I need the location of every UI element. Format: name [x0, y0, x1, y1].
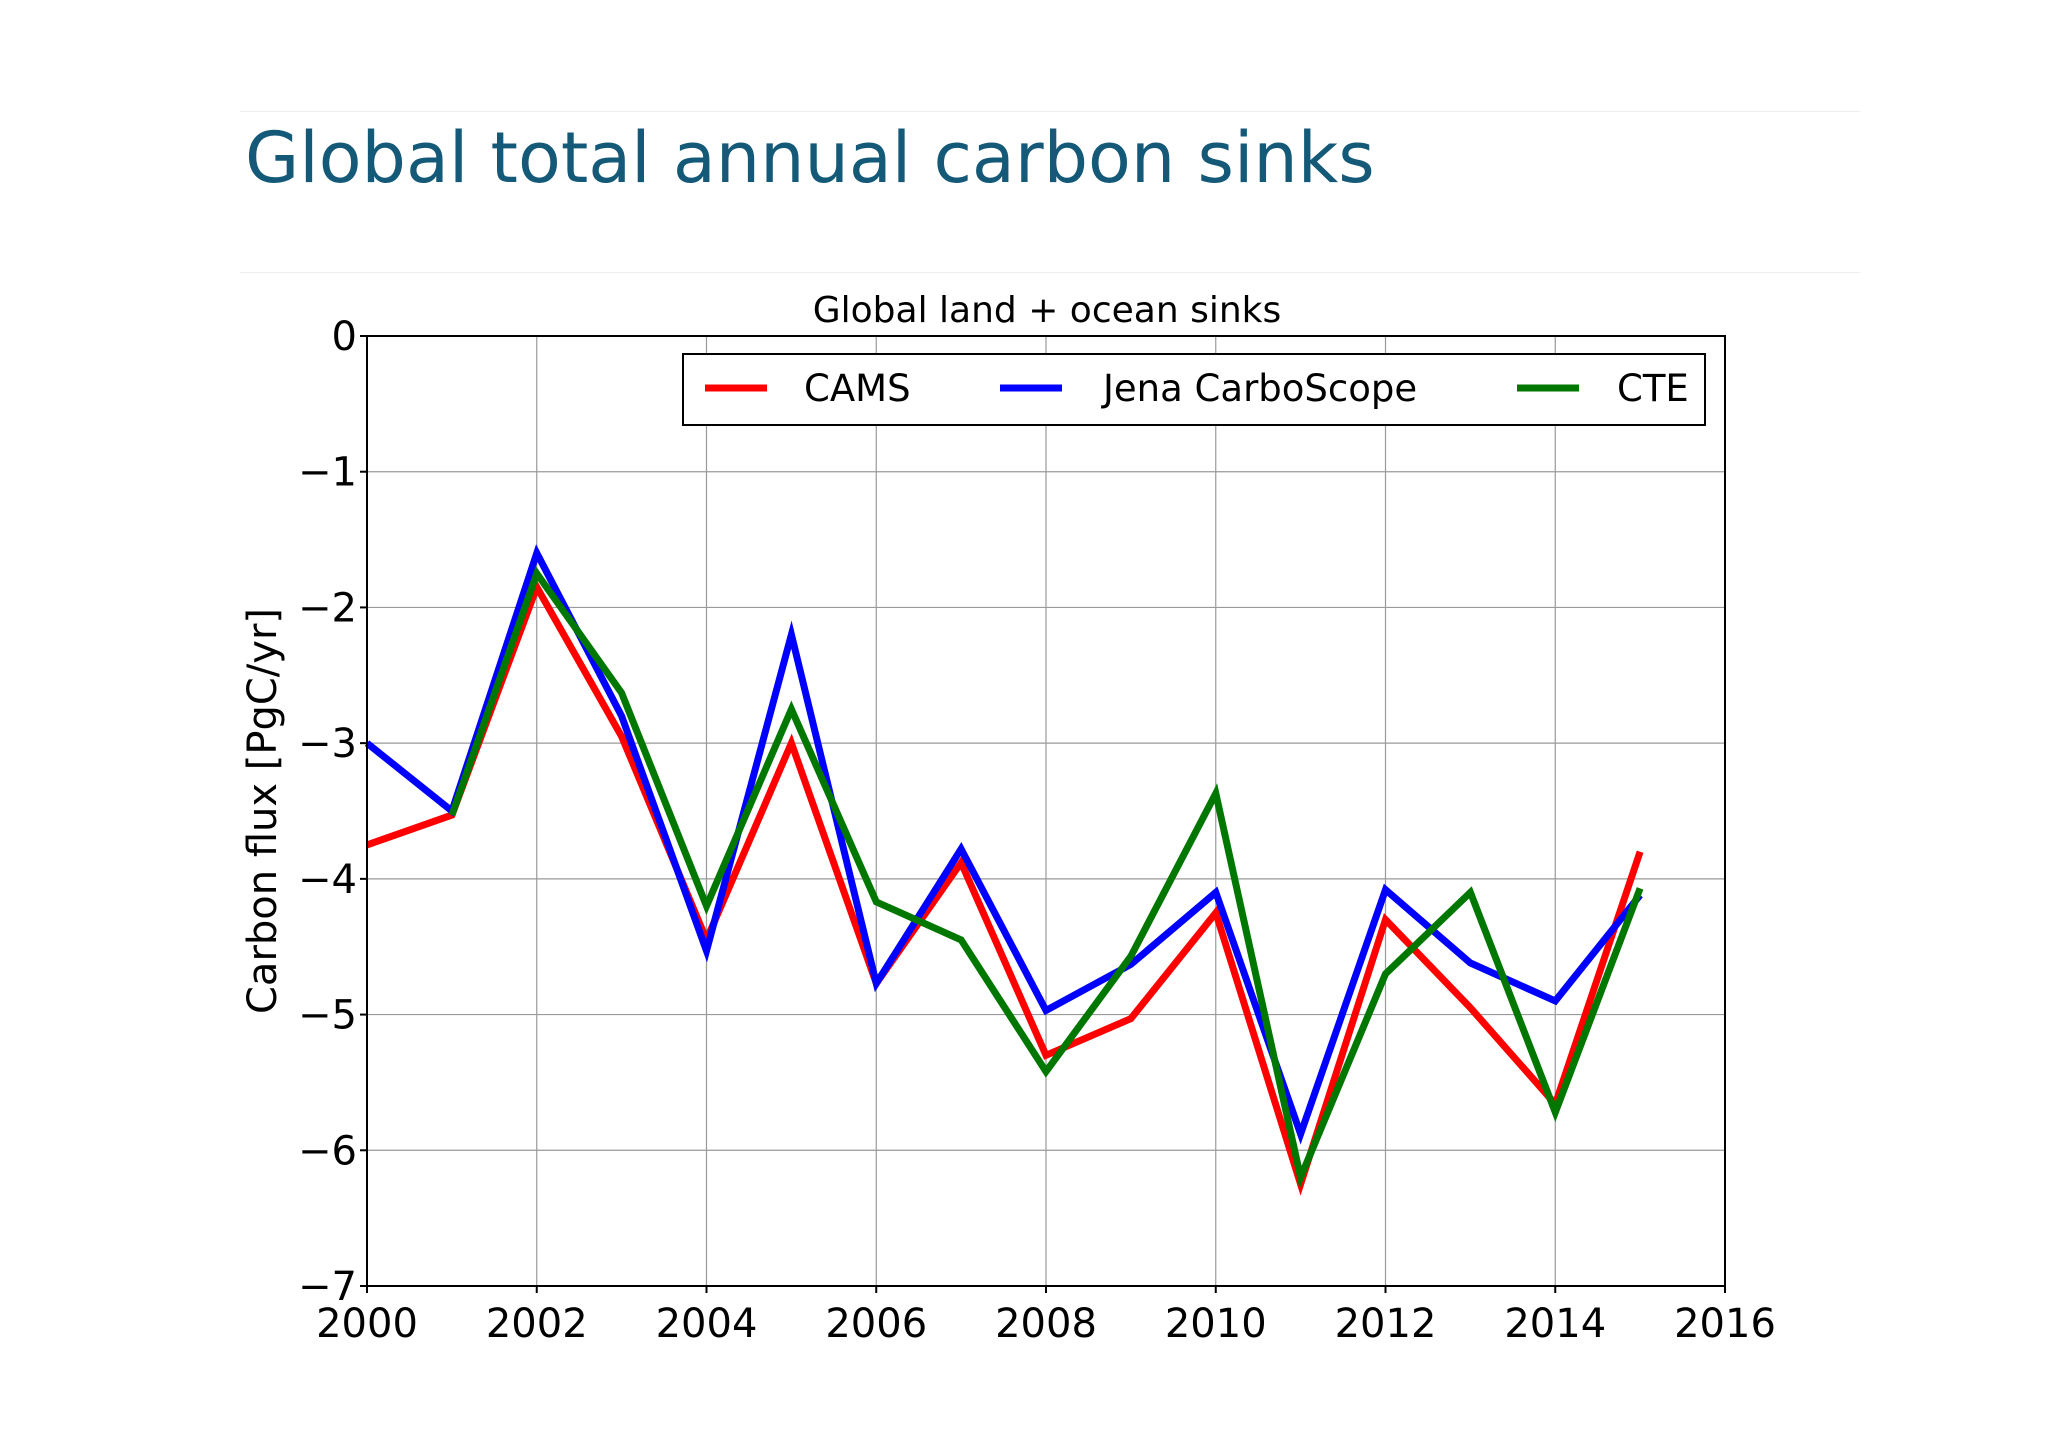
chart-title: Global land + ocean sinks: [813, 290, 1282, 331]
legend: CAMS Jena CarboScope CTE: [682, 353, 1706, 426]
legend-label-cams: CAMS: [804, 367, 911, 410]
x-tick-label: 2012: [1335, 1301, 1437, 1347]
legend-label-jena-carboscope: Jena CarboScope: [1101, 367, 1417, 410]
y-tick-label: −2: [298, 585, 357, 631]
x-tick-label: 2006: [825, 1301, 927, 1347]
series-line-cams: [365, 578, 1644, 1196]
y-tick-label: −3: [298, 721, 357, 767]
y-tick-label: −4: [298, 857, 357, 903]
header-rule-top: [240, 111, 1860, 112]
y-tick-label: −1: [298, 450, 357, 496]
slide-title: Global total annual carbon sinks: [245, 117, 1375, 199]
header-rule-bottom: [240, 272, 1860, 273]
x-tick-label: 2016: [1674, 1301, 1776, 1347]
series-lines: [364, 544, 1644, 1196]
x-tick-label: 2004: [656, 1301, 758, 1347]
y-tick-labels: 0 −1 −2 −3 −4 −5 −6 −7: [298, 314, 367, 1310]
y-tick-label: −7: [298, 1264, 357, 1310]
y-tick-label: −5: [298, 993, 357, 1039]
x-tick-label: 2014: [1504, 1301, 1606, 1347]
y-tick-label: 0: [332, 314, 357, 360]
x-tick-labels: 2000 2002 2004 2006 2008 2010 2012 2014 2016: [316, 1286, 1776, 1347]
series-line-cte: [448, 565, 1644, 1189]
series-line-jena-carboscope: [364, 544, 1643, 1145]
grid-lines: [367, 336, 1725, 1286]
y-tick-label: −6: [298, 1128, 357, 1174]
x-tick-label: 2010: [1165, 1301, 1267, 1347]
y-axis-title: Carbon flux [PgC/yr]: [240, 608, 286, 1014]
legend-label-cte: CTE: [1617, 367, 1689, 410]
x-tick-label: 2008: [995, 1301, 1097, 1347]
x-tick-label: 2000: [316, 1301, 418, 1347]
x-tick-label: 2002: [486, 1301, 588, 1347]
